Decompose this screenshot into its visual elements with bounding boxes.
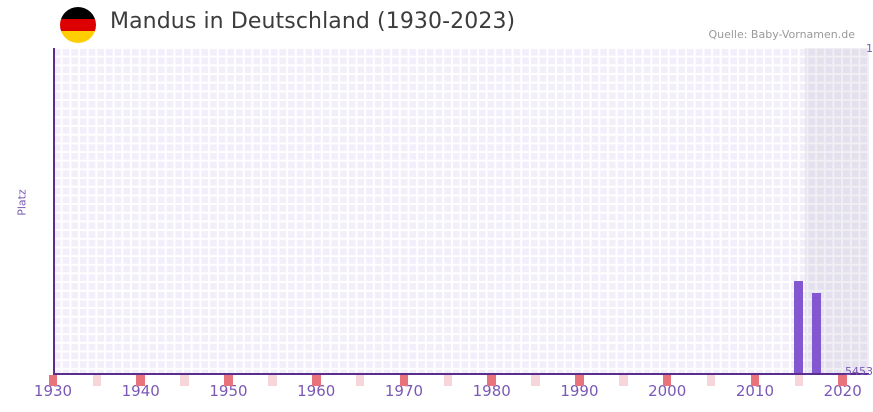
x-axis-line (53, 373, 869, 375)
x-tick-mark-major (311, 375, 321, 386)
x-tick-mark-major (399, 375, 409, 386)
x-axis-tick-label: 1950 (209, 382, 248, 400)
chart-header: Mandus in Deutschland (1930-2023) Quelle… (0, 0, 873, 48)
x-axis-tick-label: 2020 (823, 382, 862, 400)
bar (794, 280, 804, 374)
x-tick-mark-minor (619, 375, 628, 386)
x-tick-mark-minor (355, 375, 365, 386)
y-axis-tick-bottom: 5453 (845, 365, 873, 378)
x-axis-tick-label: 1980 (472, 382, 511, 400)
x-axis-tick-label: 1940 (121, 382, 160, 400)
x-tick-mark-major (750, 375, 760, 386)
bar (811, 292, 821, 374)
x-tick-mark-minor (180, 375, 189, 386)
x-tick-mark-major (136, 375, 146, 386)
x-tick-mark-major (224, 375, 233, 386)
x-tick-mark-minor (531, 375, 540, 386)
grid-lines (53, 48, 869, 374)
x-tick-mark-major (575, 375, 584, 386)
source-attribution: Quelle: Baby-Vornamen.de (708, 28, 855, 41)
german-flag-icon (60, 7, 96, 43)
x-tick-mark-major (838, 375, 847, 386)
x-tick-mark-minor (92, 375, 102, 386)
x-tick-mark-major (487, 375, 496, 386)
flag-band-gold (60, 31, 96, 43)
y-axis-title: Platz (15, 189, 29, 216)
x-tick-mark-minor (443, 375, 453, 386)
x-tick-mark-minor (268, 375, 277, 386)
page-title: Mandus in Deutschland (1930-2023) (110, 9, 516, 34)
x-tick-mark-minor (706, 375, 716, 386)
x-axis-tick-label: 1960 (297, 382, 336, 400)
flag-band-red (60, 19, 96, 31)
x-tick-mark-major (662, 375, 672, 386)
x-tick-mark-major (48, 375, 58, 386)
y-axis-tick-top: 1 (866, 42, 873, 55)
x-tick-mark-minor (794, 375, 804, 386)
flag-band-black (60, 7, 96, 19)
x-axis-tick-label: 1970 (384, 382, 424, 400)
x-axis-tick-label: 1990 (560, 382, 599, 400)
y-axis-line (53, 48, 55, 374)
x-axis-tick-label: 2000 (648, 382, 687, 400)
x-axis-tick-label: 2010 (735, 382, 775, 400)
x-axis-tick-label: 1930 (33, 382, 73, 400)
plot-area (53, 48, 869, 374)
